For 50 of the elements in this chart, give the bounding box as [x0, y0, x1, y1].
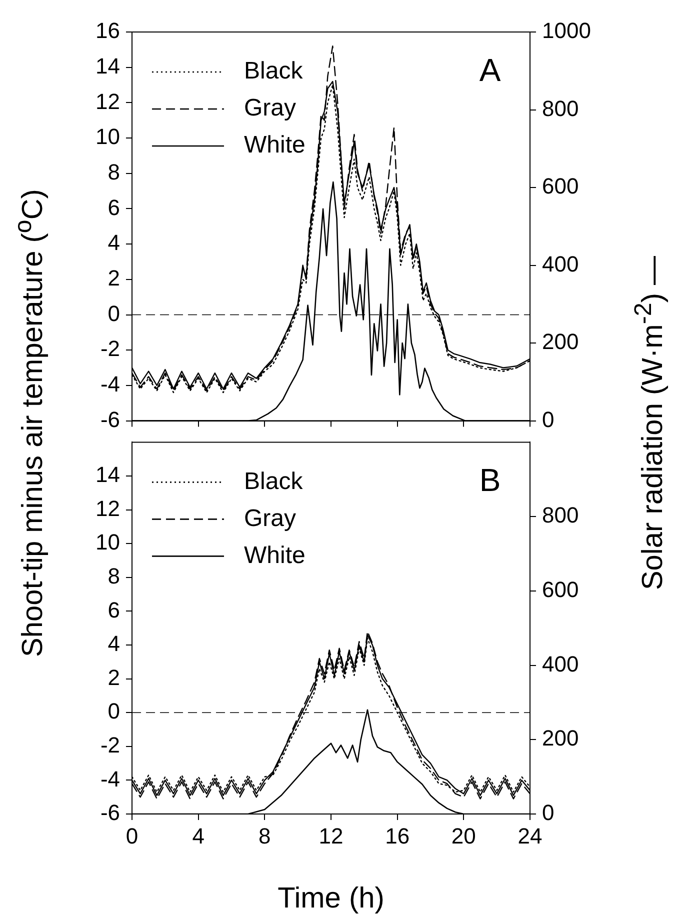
y2-tick-label: 200	[542, 329, 579, 354]
y-tick-label: -4	[100, 372, 120, 397]
y-tick-label: 12	[96, 88, 120, 114]
y2-tick-label: 600	[542, 174, 579, 199]
legend-label: White	[244, 132, 306, 159]
y-tick-label: 4	[108, 631, 120, 656]
annotation: A	[479, 52, 502, 88]
y2-tick-label: 0	[542, 406, 554, 432]
y-tick-label: 10	[96, 124, 120, 150]
y-tick-label: -6	[100, 800, 120, 826]
y-tick-label: 4	[108, 230, 120, 256]
y-tick-label: 6	[108, 194, 120, 220]
y-tick-label: 8	[108, 563, 120, 588]
x-tick-label: 8	[258, 823, 271, 848]
y-tick-label: 0	[108, 698, 120, 724]
y2-tick-label: 800	[542, 502, 579, 528]
legend-label: Black	[244, 58, 304, 85]
y-tick-label: 8	[108, 159, 120, 184]
y2-tick-label: 0	[542, 800, 554, 826]
y-tick-label: -2	[100, 732, 120, 758]
y-tick-label: 14	[96, 53, 120, 78]
legend-label: Black	[244, 468, 304, 495]
y-tick-label: 0	[108, 300, 120, 326]
legend-label: White	[244, 542, 306, 569]
y-tick-label: 12	[96, 496, 120, 521]
y-tick-label: -4	[100, 766, 120, 792]
y-tick-label: 6	[108, 597, 120, 622]
x-tick-label: 24	[518, 823, 542, 848]
y-tick-label: 10	[96, 530, 120, 555]
y-tick-label: 16	[96, 18, 120, 44]
y2-tick-label: 800	[542, 96, 579, 121]
y2-tick-label: 200	[542, 726, 579, 751]
y2-tick-label: 400	[542, 251, 579, 276]
y-tick-label: 14	[96, 462, 120, 488]
x-tick-label: 20	[451, 823, 476, 848]
y-tick-label: -6	[100, 406, 120, 432]
x-tick-label: 16	[385, 823, 410, 848]
legend-label: Gray	[244, 504, 296, 532]
x-axis-title: Time (h)	[278, 882, 384, 915]
x-tick-label: 0	[126, 823, 138, 848]
annotation: B	[479, 462, 501, 498]
legend-label: Gray	[244, 94, 296, 122]
y2-tick-label: 400	[542, 651, 579, 676]
y-tick-label: -2	[100, 336, 120, 362]
y-tick-label: 2	[108, 265, 120, 290]
y-tick-label: 2	[108, 664, 120, 690]
y2-tick-label: 1000	[542, 18, 591, 44]
y2-tick-label: 600	[542, 576, 579, 602]
x-tick-label: 4	[192, 823, 204, 848]
x-tick-label: 12	[318, 823, 344, 848]
